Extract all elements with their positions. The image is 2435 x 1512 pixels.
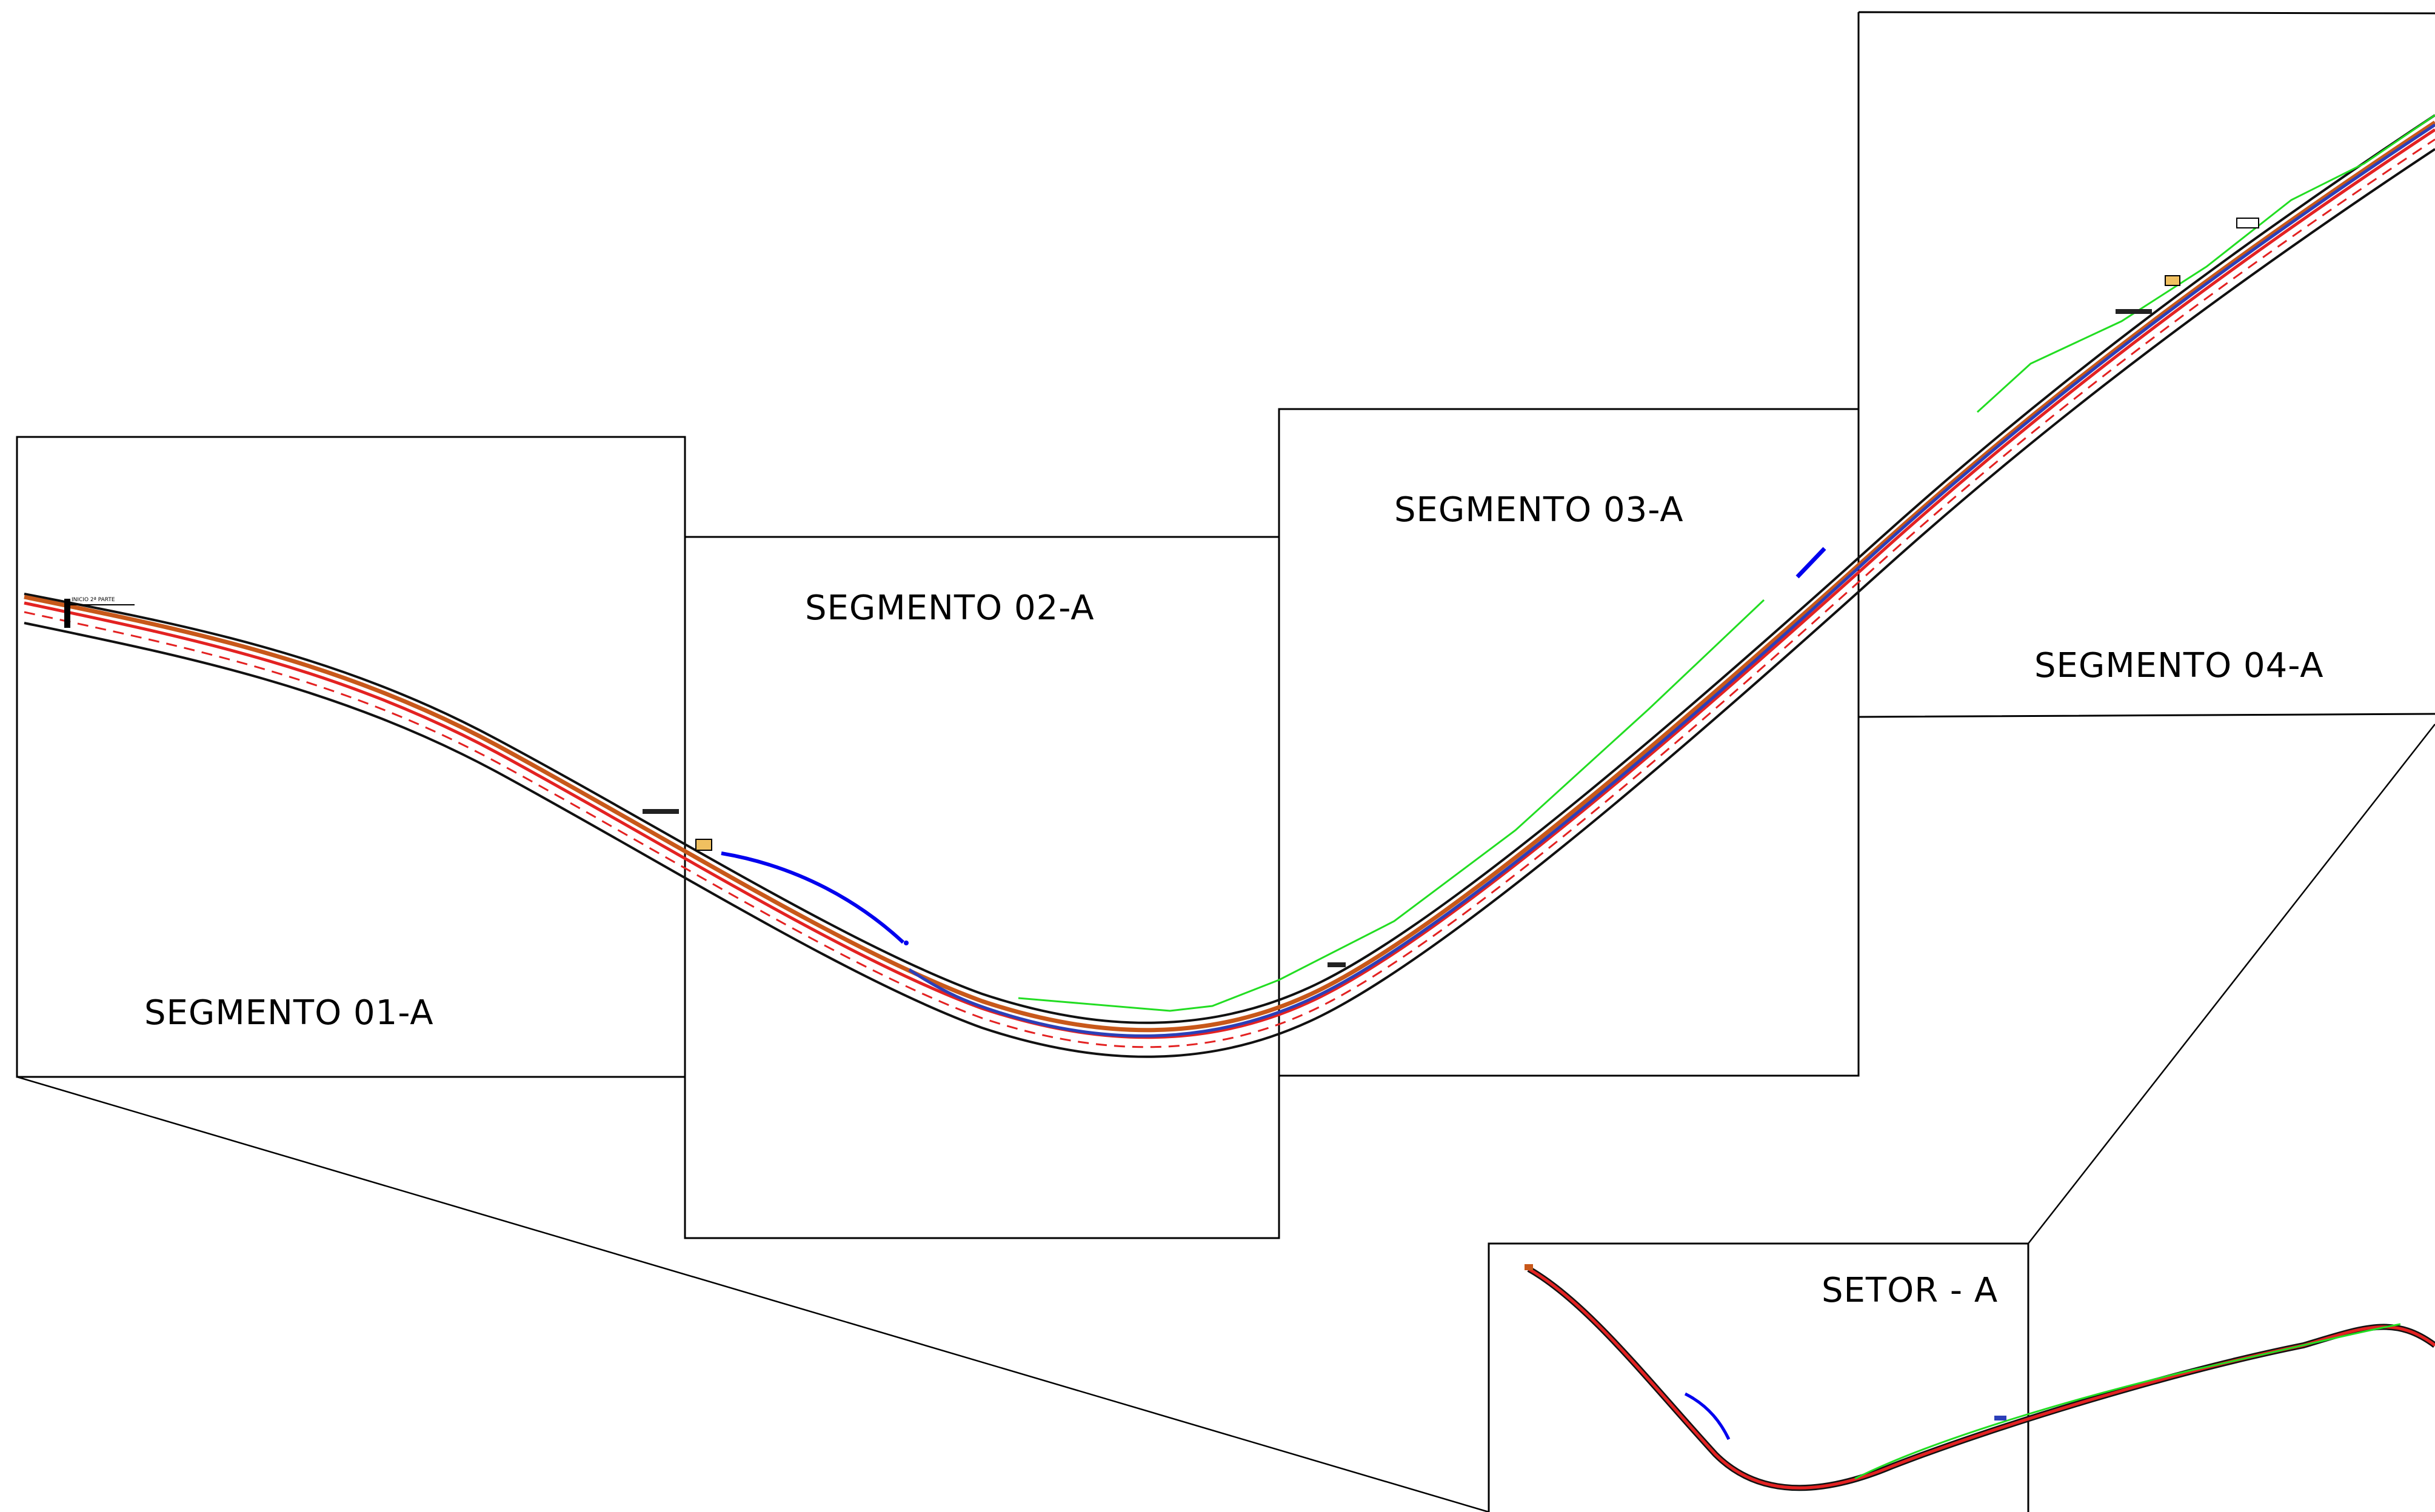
blue-curve-arc <box>721 851 905 944</box>
road-lane-red <box>24 128 2435 1039</box>
segment-01-label: SEGMENTO 01-A <box>144 993 434 1033</box>
road-marker-box-1 <box>695 839 712 851</box>
road-sign-2 <box>1328 962 1346 967</box>
road-lane-dashed <box>24 138 2435 1048</box>
road-outer-edge-bottom <box>24 148 2435 1058</box>
blue-arc-end-dot <box>904 941 909 945</box>
leader-line-left <box>16 1076 1489 1512</box>
sector-blue-marker <box>1994 1416 2006 1420</box>
sector-green-line <box>1854 1323 2401 1480</box>
blue-tick-mark <box>1795 547 1826 579</box>
sector-overview-road <box>1525 1264 2435 1491</box>
segment-04-label: SEGMENTO 04-A <box>2034 646 2324 685</box>
road-lane-orange <box>24 121 2435 1033</box>
start-post <box>64 599 70 628</box>
sector-blue-arc <box>1684 1392 1731 1440</box>
road-sign-4 <box>2236 218 2259 228</box>
road-lane-blue <box>908 123 2435 1037</box>
road-sign-1 <box>643 809 679 814</box>
road-alignment <box>24 114 2435 1058</box>
segment-04-frame <box>1857 11 2435 718</box>
segment-03-label: SEGMENTO 03-A <box>1394 490 1684 530</box>
sector-start-marker <box>1525 1264 1533 1270</box>
road-sign-3 <box>2116 309 2152 314</box>
segment-01-frame <box>16 436 686 1078</box>
segment-02-label: SEGMENTO 02-A <box>805 588 1095 628</box>
green-reference-line-upper <box>1976 114 2435 413</box>
road-marker-box-2 <box>2165 275 2180 286</box>
sector-frame <box>1488 1242 2029 1512</box>
segment-02-frame <box>684 536 1280 1239</box>
road-outer-edge-top <box>24 114 2435 1024</box>
sector-label: SETOR - A <box>1822 1271 1998 1310</box>
sector-road-red <box>1528 1267 2435 1490</box>
leader-line-right <box>2028 724 2435 1244</box>
start-note-text: INICIO 2ª PARTE <box>72 597 115 603</box>
segment-03-frame <box>1278 408 1860 1077</box>
green-reference-line-lower <box>1018 599 1765 1012</box>
